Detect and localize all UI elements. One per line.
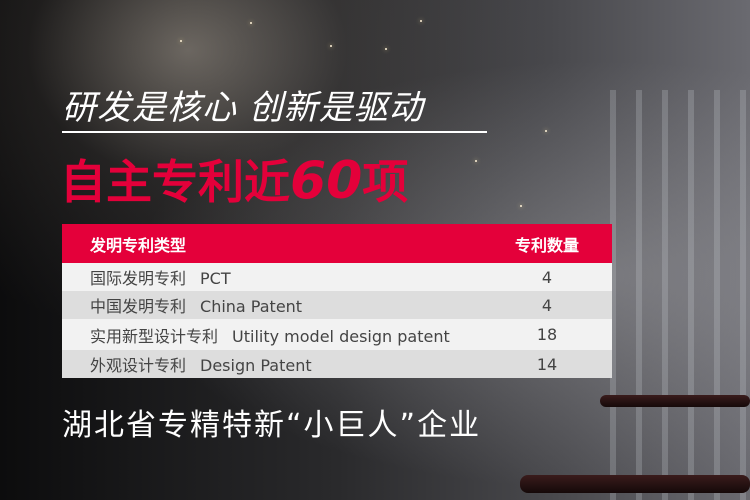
patent-type-cn: 国际发明专利 [90, 269, 187, 288]
spark [520, 205, 522, 207]
table-header: 发明专利类型 专利数量 [62, 224, 612, 263]
table-row: 中国发明专利 China Patent 4 [62, 291, 612, 319]
table-row: 实用新型设计专利 Utility model design patent 18 [62, 319, 612, 350]
spark [420, 20, 422, 22]
spark [330, 45, 332, 47]
headline-divider [62, 131, 487, 133]
header-type: 发明专利类型 [62, 224, 482, 263]
patent-type-en: Utility model design patent [232, 326, 450, 346]
table-row: 外观设计专利 Design Patent 14 [62, 350, 612, 378]
patent-type-en: PCT [200, 269, 231, 288]
patent-count: 4 [482, 263, 612, 291]
footer-tagline: 湖北省专精特新“小巨人”企业 [62, 408, 482, 443]
roller [520, 475, 750, 493]
subheadline-prefix: 自主专利近 [60, 155, 290, 209]
patent-table: 发明专利类型 专利数量 国际发明专利 PCT 4 中国发明专利 China Pate… [62, 224, 612, 378]
patent-type-cn: 中国发明专利 [90, 297, 187, 316]
patent-count: 4 [482, 291, 612, 319]
table-row: 国际发明专利 PCT 4 [62, 263, 612, 291]
header-count: 专利数量 [482, 224, 612, 263]
subheadline-suffix: 项 [362, 155, 409, 209]
patent-type-cn: 实用新型设计专利 [90, 326, 219, 346]
machine-frame [610, 90, 750, 500]
spark [385, 48, 387, 50]
roller [600, 395, 750, 407]
spark [545, 130, 547, 132]
spark [250, 22, 252, 24]
patent-type-cn: 外观设计专利 [90, 356, 187, 375]
subheadline: 自主专利近60项 [60, 146, 408, 212]
spark [180, 40, 182, 42]
patent-type-en: China Patent [200, 297, 303, 316]
subheadline-number: 60 [290, 151, 363, 211]
patent-type: 外观设计专利 Design Patent [62, 350, 482, 378]
patent-count: 18 [482, 319, 612, 350]
patent-type: 实用新型设计专利 Utility model design patent [62, 319, 482, 350]
spark [475, 160, 477, 162]
headline: 研发是核心 创新是驱动 [62, 88, 424, 128]
patent-count: 14 [482, 350, 612, 378]
patent-type: 中国发明专利 China Patent [62, 291, 482, 319]
patent-type: 国际发明专利 PCT [62, 263, 482, 291]
patent-type-en: Design Patent [200, 356, 312, 375]
